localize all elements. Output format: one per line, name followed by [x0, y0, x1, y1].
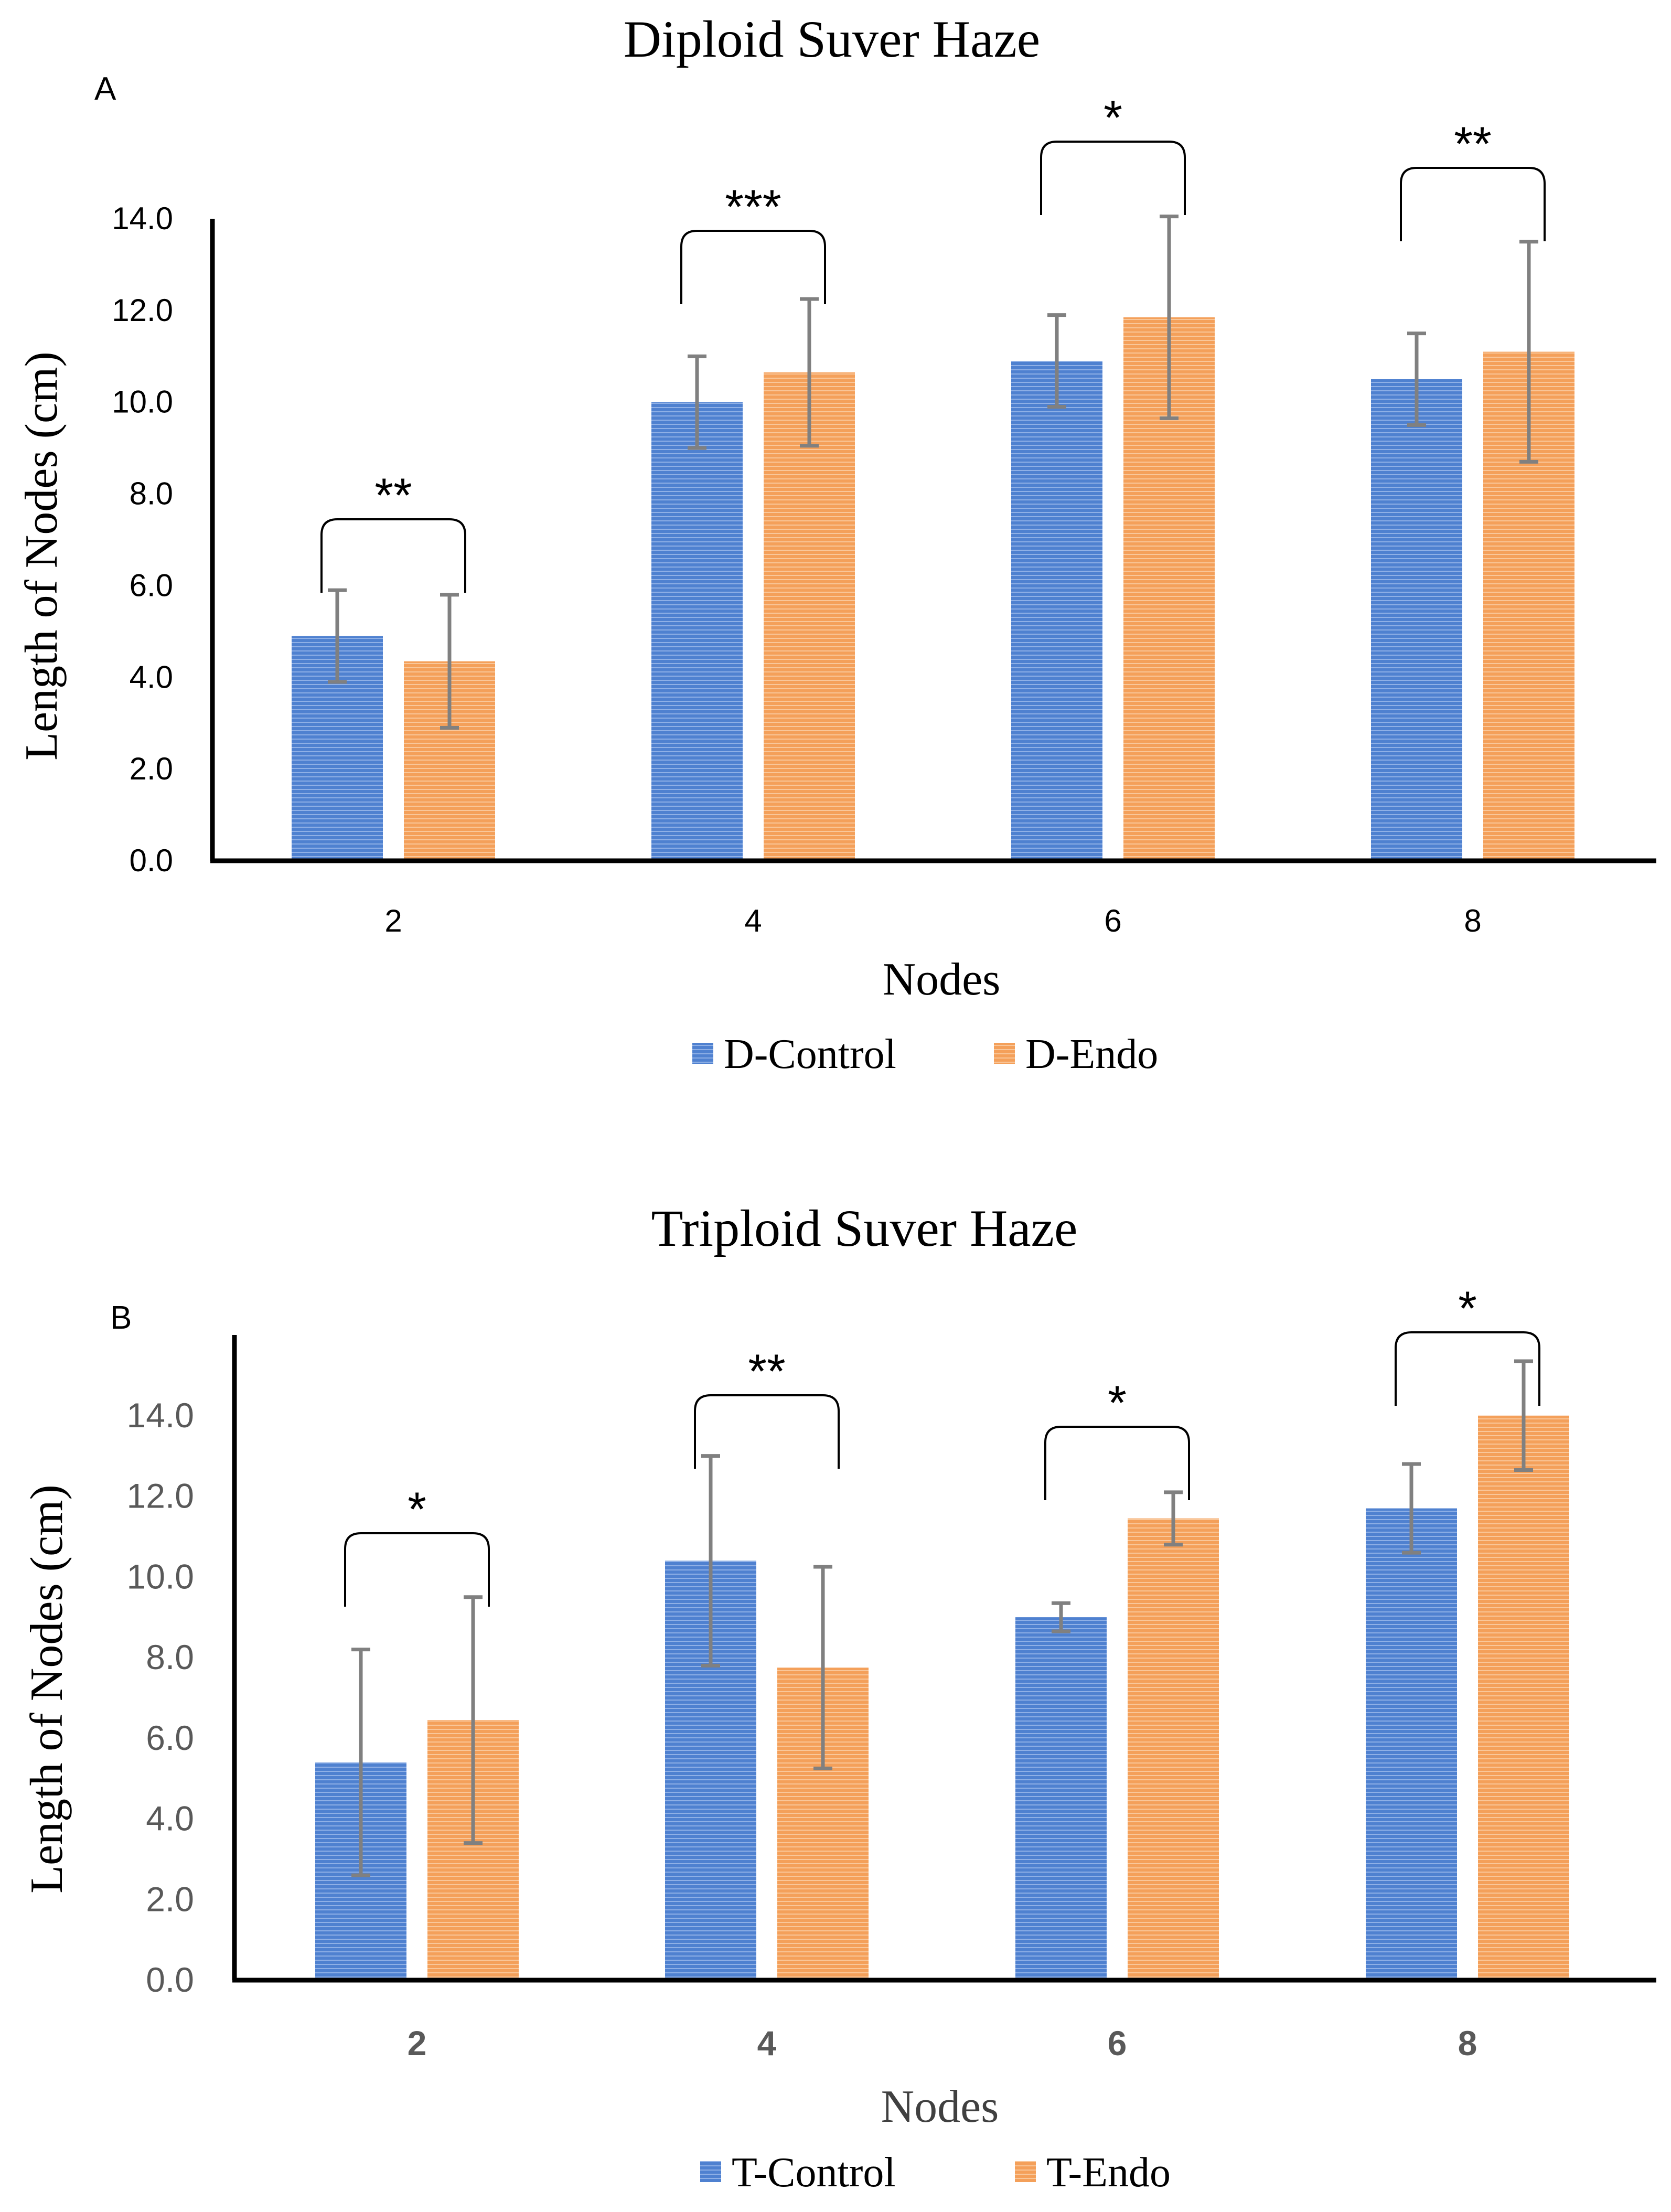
- chart-a-significance-label: *: [1104, 91, 1122, 145]
- chart-b-significance-label: *: [408, 1483, 426, 1536]
- chart-a-error-bar-endo: [440, 593, 459, 730]
- chart-a-legend-swatch-endo: [994, 1043, 1015, 1064]
- chart-b-error-bar-control: [351, 1648, 370, 1877]
- chart-a-x-tick-label: 4: [744, 903, 762, 938]
- chart-b-x-tick-label: 4: [757, 2024, 777, 2063]
- chart-a-significance-bracket: ***: [680, 180, 826, 304]
- chart-b-significance-label: *: [1108, 1376, 1127, 1430]
- chart-b-y-tick-label: 4.0: [146, 1799, 194, 1838]
- chart-b-bar-control: [1015, 1617, 1107, 1980]
- chart-a-y-tick-label: 12.0: [112, 293, 173, 328]
- chart-a-y-tick-label: 2.0: [130, 751, 173, 786]
- chart-a-x-tick-label: 6: [1104, 903, 1121, 938]
- chart-a-significance-bracket: **: [320, 469, 466, 593]
- chart-b-y-axis-title: Length of Nodes (cm): [22, 1484, 72, 1894]
- chart-b-x-tick-label: 6: [1108, 2024, 1127, 2063]
- chart-b-y-tick-label: 2.0: [146, 1879, 194, 1918]
- chart-b-legend-swatch-endo: [1015, 2161, 1036, 2182]
- chart-b-error-bar-endo: [1164, 1490, 1183, 1547]
- chart-b-bars: [315, 1359, 1569, 1980]
- chart-b-legend-label-endo: T-Endo: [1046, 2150, 1171, 2196]
- chart-b-y-tick-label: 8.0: [146, 1638, 194, 1676]
- chart-a-bar-endo: [764, 372, 855, 861]
- chart-b-bar-endo: [1478, 1415, 1569, 1980]
- chart-a-significance-label: **: [1454, 117, 1492, 171]
- chart-a-y-ticks: 0.0 2.0 4.0 6.0 8.0 10.0 12.0 14.0: [112, 201, 173, 878]
- chart-b-x-tick-label: 2: [408, 2024, 427, 2063]
- chart-a-error-bar-control: [1407, 332, 1426, 427]
- chart-panel-a: Diploid Suver Haze A Length of Nodes (cm…: [16, 10, 1656, 1077]
- chart-b-y-tick-label: 12.0: [127, 1477, 194, 1515]
- chart-b-y-ticks: 0.0 2.0 4.0 6.0 8.0 10.0 12.0 14.0: [127, 1396, 194, 1999]
- chart-a-legend-label-endo: D-Endo: [1025, 1031, 1158, 1077]
- chart-b-panel-letter: B: [110, 1300, 132, 1336]
- chart-b-significance-label: *: [1458, 1282, 1477, 1335]
- chart-a-legend-label-control: D-Control: [724, 1031, 896, 1077]
- chart-b-error-bar-control: [1052, 1601, 1070, 1633]
- chart-b-error-bar-endo: [813, 1565, 832, 1770]
- chart-b-y-tick-label: 0.0: [146, 1960, 194, 1999]
- chart-a-bars: [292, 215, 1574, 861]
- chart-b-x-axis-title: Nodes: [881, 2081, 999, 2132]
- chart-a-x-tick-label: 2: [384, 903, 402, 938]
- chart-a-error-bar-endo: [800, 297, 819, 448]
- chart-a-legend-swatch-control: [692, 1043, 713, 1064]
- chart-b-y-tick-label: 10.0: [127, 1557, 194, 1596]
- chart-a-x-tick-label: 8: [1464, 903, 1481, 938]
- chart-a-y-tick-label: 6.0: [130, 568, 173, 603]
- chart-b-y-tick-label: 14.0: [127, 1396, 194, 1435]
- chart-a-y-tick-label: 4.0: [130, 659, 173, 694]
- chart-a-significance: ****** **: [320, 91, 1546, 593]
- chart-b-significance-bracket: **: [694, 1345, 840, 1469]
- chart-b-bar-control: [1366, 1508, 1457, 1980]
- chart-b-title: Triploid Suver Haze: [651, 1199, 1078, 1257]
- chart-a-significance-label: **: [374, 469, 412, 522]
- chart-a-y-tick-label: 0.0: [130, 843, 173, 878]
- chart-a-error-bar-control: [328, 588, 347, 684]
- chart-a-y-tick-label: 10.0: [112, 384, 173, 420]
- chart-a-significance-bracket: **: [1400, 117, 1546, 241]
- chart-b-error-bar-control: [701, 1454, 720, 1668]
- chart-a-x-ticks: 2 4 6 8: [384, 903, 1481, 938]
- chart-b-x-ticks: 2 4 6 8: [408, 2024, 1477, 2063]
- chart-b-significance-bracket: *: [1044, 1376, 1190, 1500]
- chart-a-y-tick-label: 14.0: [112, 201, 173, 236]
- chart-a-error-bar-endo: [1519, 240, 1538, 464]
- chart-a-error-bar-control: [1047, 313, 1066, 409]
- chart-a-error-bar-control: [688, 354, 706, 450]
- chart-a-legend: D-Control D-Endo: [692, 1031, 1158, 1077]
- chart-a-significance-label: ***: [725, 180, 781, 234]
- chart-a-y-tick-label: 8.0: [130, 476, 173, 511]
- chart-a-title: Diploid Suver Haze: [624, 10, 1040, 68]
- chart-b-significance-bracket: *: [1395, 1282, 1540, 1406]
- chart-a-significance-bracket: *: [1040, 91, 1186, 215]
- chart-b-y-tick-label: 6.0: [146, 1718, 194, 1757]
- chart-b-x-tick-label: 8: [1458, 2024, 1477, 2063]
- chart-b-legend-swatch-control: [700, 2161, 721, 2182]
- chart-a-panel-letter: A: [94, 71, 116, 107]
- chart-b-error-bar-endo: [1514, 1359, 1533, 1472]
- chart-a-x-axis-title: Nodes: [883, 954, 1001, 1005]
- chart-b-significance-label: **: [748, 1345, 786, 1398]
- chart-b-significance-bracket: *: [344, 1483, 490, 1607]
- chart-panel-b: Triploid Suver Haze B Length of Nodes (c…: [22, 1199, 1656, 2196]
- chart-b-significance: *****: [344, 1282, 1540, 1607]
- chart-b-bar-endo: [1128, 1518, 1219, 1980]
- chart-b-error-bar-control: [1402, 1462, 1421, 1555]
- chart-a-bar-control: [651, 402, 743, 861]
- chart-a-y-axis-title: Length of Nodes (cm): [16, 351, 67, 761]
- chart-a-error-bar-endo: [1160, 215, 1179, 420]
- chart-b-legend: T-Control T-Endo: [700, 2150, 1171, 2196]
- chart-a-bar-control: [1371, 379, 1462, 861]
- chart-b-error-bar-endo: [464, 1595, 483, 1845]
- chart-a-bar-control: [1011, 361, 1102, 861]
- chart-b-legend-label-control: T-Control: [732, 2150, 896, 2196]
